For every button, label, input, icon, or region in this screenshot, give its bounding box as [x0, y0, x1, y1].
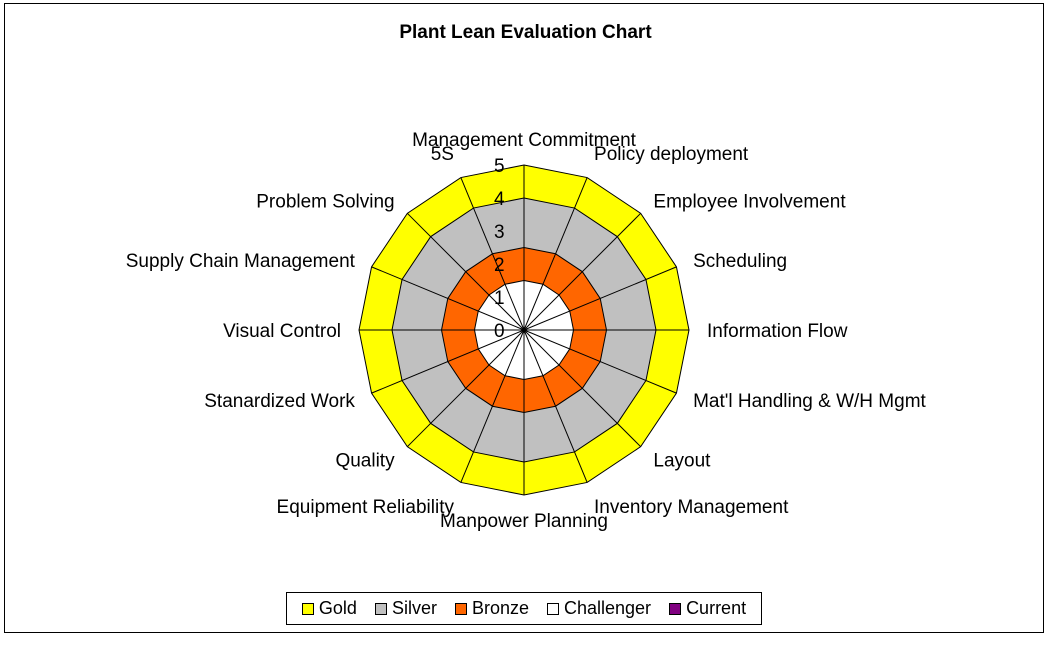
spoke-line	[371, 329, 525, 394]
spoke-line	[523, 212, 642, 331]
category-label: Supply Chain Management	[126, 251, 356, 272]
legend-item-bronze: Bronze	[454, 598, 529, 619]
spoke-line	[523, 329, 642, 448]
legend-swatch	[669, 602, 682, 615]
category-label: Policy deployment	[594, 144, 749, 165]
legend-item-gold: Gold	[301, 598, 357, 619]
radial-tick-label: 1	[494, 288, 505, 309]
category-label: 5S	[431, 144, 454, 165]
spoke-line	[371, 266, 525, 331]
radial-tick-label: 3	[494, 222, 505, 243]
legend-item-silver: Silver	[374, 598, 437, 619]
legend-swatch	[547, 602, 559, 615]
spoke-line	[406, 329, 525, 448]
category-label: Information Flow	[707, 321, 848, 342]
legend-item-challenger: Challenger	[547, 598, 651, 619]
spoke-line	[460, 177, 525, 331]
category-label: Visual Control	[223, 321, 341, 342]
category-label: Inventory Management	[594, 497, 789, 518]
chart-title: Plant Lean Evaluation Chart	[399, 22, 652, 43]
category-label: Management Commitment	[412, 130, 637, 151]
category-label: Problem Solving	[256, 192, 394, 213]
spoke-line	[460, 329, 525, 483]
category-label: Employee Involvement	[653, 192, 846, 213]
spoke-line	[523, 329, 677, 394]
category-label: Quality	[335, 450, 395, 471]
legend-label: Gold	[318, 598, 357, 618]
legend-swatch	[454, 602, 467, 615]
radial-tick-label: 5	[494, 156, 505, 177]
legend: Gold Silver Bronze Challenger Current	[286, 592, 762, 625]
category-label: Scheduling	[693, 251, 787, 272]
spoke-line	[406, 212, 525, 331]
radial-tick-label: 4	[494, 189, 505, 210]
legend-label: Challenger	[564, 598, 652, 618]
legend-item-current: Current	[669, 598, 746, 619]
spoke-line	[523, 266, 677, 331]
category-label: Layout	[653, 450, 711, 471]
legend-swatch	[374, 602, 387, 615]
category-label: Manpower Planning	[440, 511, 608, 532]
spoke-line	[523, 329, 588, 483]
radial-tick-label: 2	[494, 255, 505, 276]
radial-tick-label: 0	[494, 321, 505, 342]
legend-label: Bronze	[471, 598, 529, 618]
category-label: Equipment Reliability	[277, 497, 455, 518]
category-label: Stanardized Work	[204, 391, 355, 412]
legend-label: Current	[686, 598, 747, 618]
category-label: Mat'l Handling & W/H Mgmt	[693, 391, 926, 412]
legend-label: Silver	[391, 598, 437, 618]
spoke-line	[523, 177, 588, 331]
legend-swatch	[301, 602, 314, 615]
